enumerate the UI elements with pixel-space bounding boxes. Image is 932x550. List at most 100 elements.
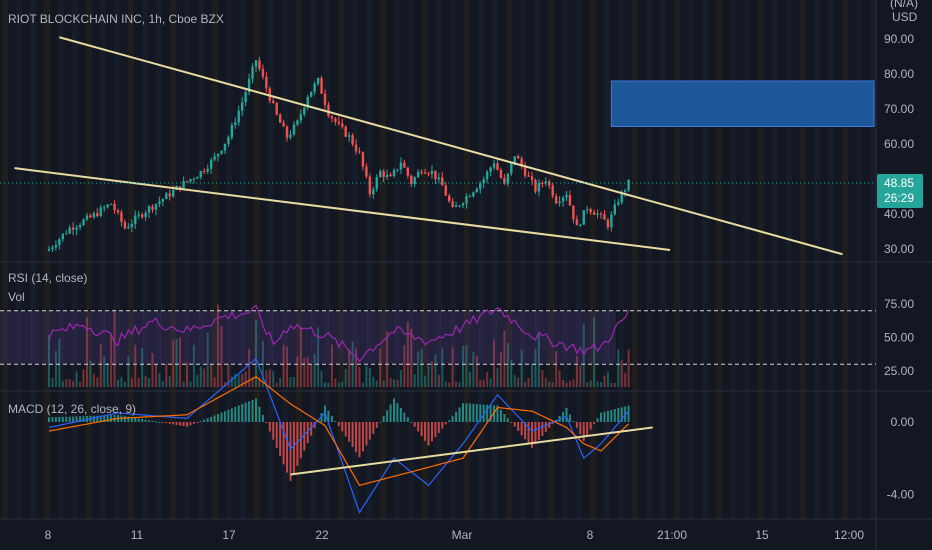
candle-body [130, 223, 133, 228]
volume-bar [213, 377, 216, 387]
session-stripe [590, 0, 596, 520]
candle-body [89, 215, 92, 218]
macd-hist-bar [51, 417, 54, 422]
candle-body [458, 205, 461, 207]
session-stripe [618, 0, 624, 520]
candle-body [496, 163, 499, 170]
volume-bar [372, 376, 375, 387]
candle-body [589, 209, 592, 213]
macd-hist-bar [386, 410, 389, 422]
session-stripe [814, 0, 820, 520]
candle-body [316, 77, 320, 84]
volume-bar [586, 382, 589, 387]
macd-trendline [290, 426, 653, 476]
volume-bar [406, 321, 409, 387]
volume-bar [310, 364, 313, 387]
volume-bar [51, 377, 54, 387]
volume-bar [199, 366, 202, 387]
candle-body [523, 166, 527, 176]
macd-hist-bar [241, 404, 244, 422]
candle-body [227, 137, 230, 144]
volume-bar [365, 365, 368, 387]
session-stripe [856, 0, 862, 520]
volume-bar [568, 380, 571, 387]
macd-hist-bar [237, 405, 240, 422]
volume-bar [389, 377, 392, 387]
macd-hist-bar [534, 422, 537, 444]
macd-hist-bar [320, 413, 323, 422]
volume-bar [600, 381, 602, 387]
unit-label[interactable]: USD [892, 10, 918, 24]
volume-bar [493, 339, 496, 387]
macd-hist-bar [182, 422, 185, 427]
candle-body [372, 188, 375, 195]
candle-body [320, 77, 323, 94]
unit-partial-label: (N/A) [890, 0, 918, 10]
macd-hist-bar [358, 422, 361, 458]
candle-body [527, 175, 530, 177]
volume-bar [227, 363, 230, 387]
macd-hist-bar [334, 421, 337, 423]
volume-bar [520, 349, 523, 387]
session-stripe [450, 0, 456, 520]
session-stripe [436, 0, 442, 520]
volume-bar [210, 364, 213, 387]
volume-bar [272, 371, 275, 387]
session-stripe [58, 0, 64, 520]
candle-body [586, 209, 589, 211]
session-stripe [478, 0, 484, 520]
signal-line [48, 376, 630, 487]
macd-hist-bar [106, 415, 109, 422]
candle-body [420, 171, 423, 173]
candle-body [99, 207, 102, 217]
macd-hist-bar [110, 415, 113, 422]
macd-hist-bar [103, 415, 106, 422]
macd-hist-bar [520, 422, 523, 436]
session-stripe [114, 0, 120, 520]
candle-body [92, 213, 96, 218]
volume-bar [358, 366, 361, 387]
volume-bars [48, 304, 630, 387]
session-stripe [730, 0, 736, 520]
volume-bar [303, 357, 306, 387]
volume-bar [462, 345, 464, 387]
volume-bar [158, 373, 161, 387]
volume-bar [393, 379, 395, 387]
macd-hist-bar [413, 422, 416, 427]
macd-hist-bar [258, 406, 261, 422]
candle-body [472, 192, 475, 197]
volume-bar [361, 382, 364, 387]
session-stripe [828, 0, 834, 520]
candle-body [441, 177, 444, 186]
volume-bar [103, 356, 106, 387]
candle-body [237, 110, 240, 123]
macd-hist-bar [496, 405, 499, 422]
candle-body [413, 177, 416, 184]
macd-hist-bar [541, 422, 544, 436]
candle-body [116, 210, 120, 213]
volume-bar [130, 378, 133, 387]
volume-bar [72, 381, 75, 387]
volume-bar [437, 374, 440, 387]
candle-body [599, 213, 603, 215]
volume-bar [506, 343, 509, 387]
macd-hist-bar [472, 403, 475, 422]
macd-hist-bar [424, 422, 427, 441]
volume-bar [472, 351, 475, 387]
session-stripe [352, 0, 358, 520]
macd-hist-bar [465, 403, 468, 422]
volume-bar [420, 349, 423, 387]
candle-body [58, 239, 61, 246]
volume-bar [279, 378, 282, 387]
candle-body [230, 125, 234, 138]
candle-body [140, 214, 144, 218]
macd-hist-bar [527, 422, 530, 444]
candle-body [120, 212, 123, 222]
macd-hist-bar [434, 422, 437, 438]
candle-body [492, 163, 496, 168]
candle-body [272, 100, 275, 103]
candle-body [275, 102, 278, 115]
candle-body [620, 191, 623, 203]
